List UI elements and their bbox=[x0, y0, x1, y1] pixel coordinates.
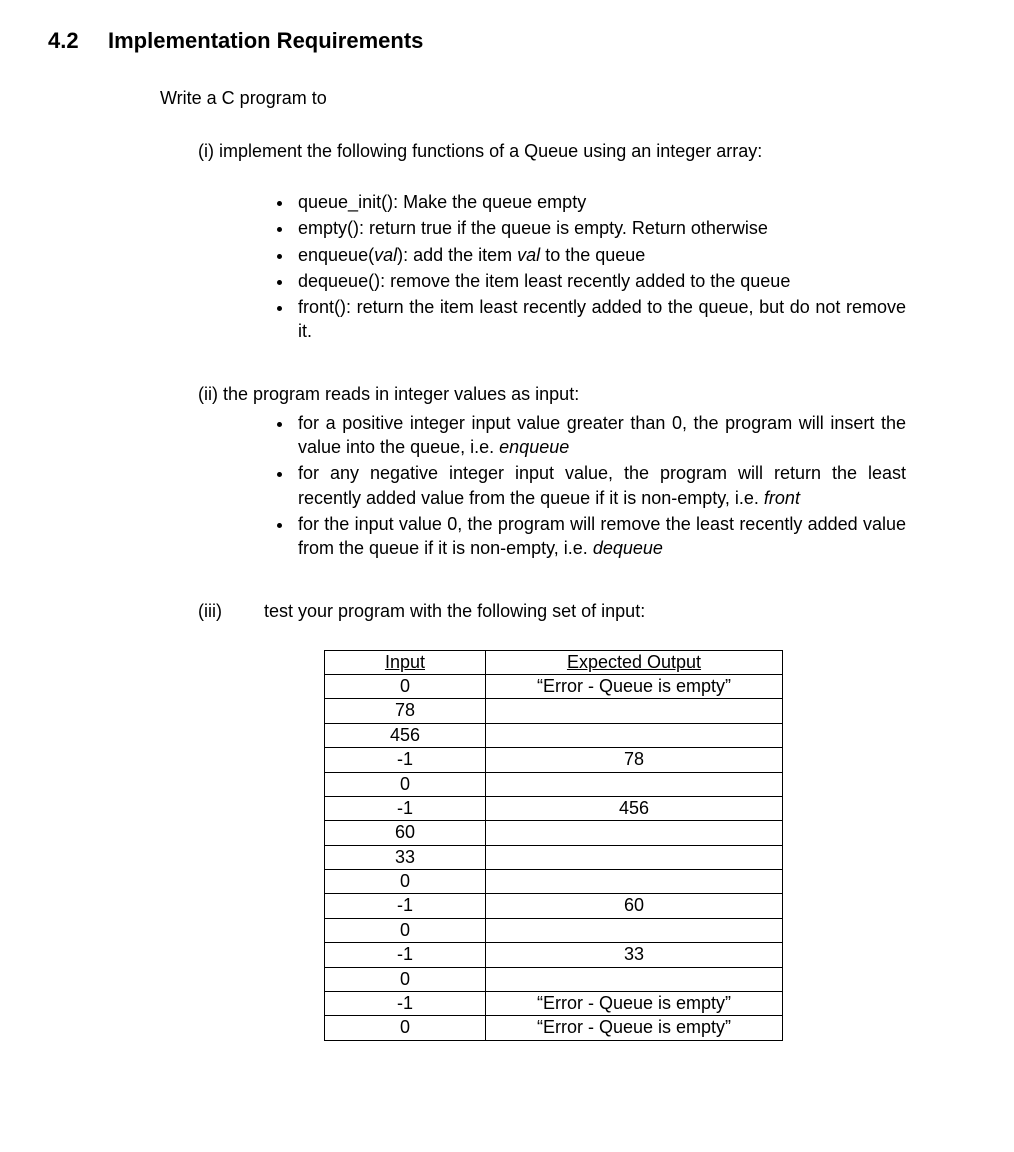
func-signature: dequeue(): bbox=[298, 271, 385, 291]
table-cell-output bbox=[486, 772, 783, 796]
table-cell-input: -1 bbox=[325, 943, 486, 967]
table-cell-input: -1 bbox=[325, 894, 486, 918]
table-cell-input: 0 bbox=[325, 918, 486, 942]
func-desc: remove the item least recently added to … bbox=[385, 271, 790, 291]
func-item: enqueue(val): add the item val to the qu… bbox=[294, 243, 906, 267]
behavior-keyword: front bbox=[764, 488, 800, 508]
func-desc-post: to the queue bbox=[540, 245, 645, 265]
behavior-text: for a positive integer input value great… bbox=[298, 413, 906, 457]
table-row: 0“Error - Queue is empty” bbox=[325, 674, 783, 698]
table-cell-input: 0 bbox=[325, 1016, 486, 1040]
table-cell-input: 456 bbox=[325, 723, 486, 747]
func-item: front(): return the item least recently … bbox=[294, 295, 906, 344]
table-row: 60 bbox=[325, 821, 783, 845]
table-cell-output: 33 bbox=[486, 943, 783, 967]
intro-text: Write a C program to bbox=[160, 88, 966, 109]
table-cell-output bbox=[486, 845, 783, 869]
document-page: 4.2 Implementation Requirements Write a … bbox=[0, 0, 1014, 1152]
func-desc-arg: val bbox=[517, 245, 540, 265]
func-item: empty(): return true if the queue is emp… bbox=[294, 216, 906, 240]
table-cell-input: 60 bbox=[325, 821, 486, 845]
table-cell-input: -1 bbox=[325, 992, 486, 1016]
table-cell-output bbox=[486, 821, 783, 845]
func-signature-post: ): bbox=[397, 245, 408, 265]
table-cell-input: -1 bbox=[325, 748, 486, 772]
table-row: 0 bbox=[325, 967, 783, 991]
section-iii-label: (iii) bbox=[198, 601, 264, 622]
func-item: dequeue(): remove the item least recentl… bbox=[294, 269, 906, 293]
io-table: Input Expected Output 0“Error - Queue is… bbox=[324, 650, 783, 1041]
io-table-header-row: Input Expected Output bbox=[325, 650, 783, 674]
table-cell-output bbox=[486, 918, 783, 942]
table-cell-output bbox=[486, 967, 783, 991]
table-cell-output: 456 bbox=[486, 796, 783, 820]
table-cell-output: 60 bbox=[486, 894, 783, 918]
section-number: 4.2 bbox=[48, 28, 108, 54]
func-signature-pre: enqueue( bbox=[298, 245, 374, 265]
section-iii-lead: (iii) test your program with the followi… bbox=[198, 601, 966, 622]
io-table-body: 0“Error - Queue is empty”78456-1780-1456… bbox=[325, 674, 783, 1040]
table-cell-output: “Error - Queue is empty” bbox=[486, 992, 783, 1016]
table-cell-input: 0 bbox=[325, 674, 486, 698]
table-row: 0 bbox=[325, 918, 783, 942]
func-item: queue_init(): Make the queue empty bbox=[294, 190, 906, 214]
table-cell-input: -1 bbox=[325, 796, 486, 820]
table-row: -1456 bbox=[325, 796, 783, 820]
table-cell-output: “Error - Queue is empty” bbox=[486, 1016, 783, 1040]
table-row: 33 bbox=[325, 845, 783, 869]
table-row: 0 bbox=[325, 772, 783, 796]
io-table-header-output: Expected Output bbox=[486, 650, 783, 674]
section-i-lead: (i) implement the following functions of… bbox=[198, 141, 966, 162]
table-cell-input: 0 bbox=[325, 967, 486, 991]
behavior-list: for a positive integer input value great… bbox=[294, 411, 966, 561]
table-row: 78 bbox=[325, 699, 783, 723]
table-cell-output: 78 bbox=[486, 748, 783, 772]
section-heading: 4.2 Implementation Requirements bbox=[48, 28, 966, 54]
table-row: -1“Error - Queue is empty” bbox=[325, 992, 783, 1016]
table-row: 0 bbox=[325, 870, 783, 894]
func-signature: queue_init(): bbox=[298, 192, 398, 212]
table-row: -133 bbox=[325, 943, 783, 967]
io-table-header-input: Input bbox=[325, 650, 486, 674]
func-signature: empty(): bbox=[298, 218, 364, 238]
func-desc: return true if the queue is empty. Retur… bbox=[364, 218, 768, 238]
table-row: -178 bbox=[325, 748, 783, 772]
table-cell-output bbox=[486, 699, 783, 723]
func-signature-arg: val bbox=[374, 245, 397, 265]
function-list: queue_init(): Make the queue empty empty… bbox=[294, 190, 966, 344]
table-row: 0“Error - Queue is empty” bbox=[325, 1016, 783, 1040]
table-cell-input: 0 bbox=[325, 870, 486, 894]
func-desc: Make the queue empty bbox=[398, 192, 586, 212]
behavior-text: for any negative integer input value, th… bbox=[298, 463, 906, 507]
func-desc-pre: add the item bbox=[408, 245, 517, 265]
behavior-keyword: dequeue bbox=[593, 538, 663, 558]
behavior-item: for a positive integer input value great… bbox=[294, 411, 906, 460]
section-iii-text: test your program with the following set… bbox=[264, 601, 645, 622]
section-title: Implementation Requirements bbox=[108, 28, 423, 54]
behavior-keyword: enqueue bbox=[499, 437, 569, 457]
table-cell-output bbox=[486, 723, 783, 747]
table-cell-input: 0 bbox=[325, 772, 486, 796]
behavior-item: for any negative integer input value, th… bbox=[294, 461, 906, 510]
section-ii-lead: (ii) the program reads in integer values… bbox=[198, 384, 966, 405]
func-desc: return the item least recently added to … bbox=[298, 297, 906, 341]
func-signature: front(): bbox=[298, 297, 351, 317]
table-cell-output bbox=[486, 870, 783, 894]
table-cell-output: “Error - Queue is empty” bbox=[486, 674, 783, 698]
table-cell-input: 78 bbox=[325, 699, 486, 723]
table-row: 456 bbox=[325, 723, 783, 747]
table-cell-input: 33 bbox=[325, 845, 486, 869]
behavior-item: for the input value 0, the program will … bbox=[294, 512, 906, 561]
table-row: -160 bbox=[325, 894, 783, 918]
